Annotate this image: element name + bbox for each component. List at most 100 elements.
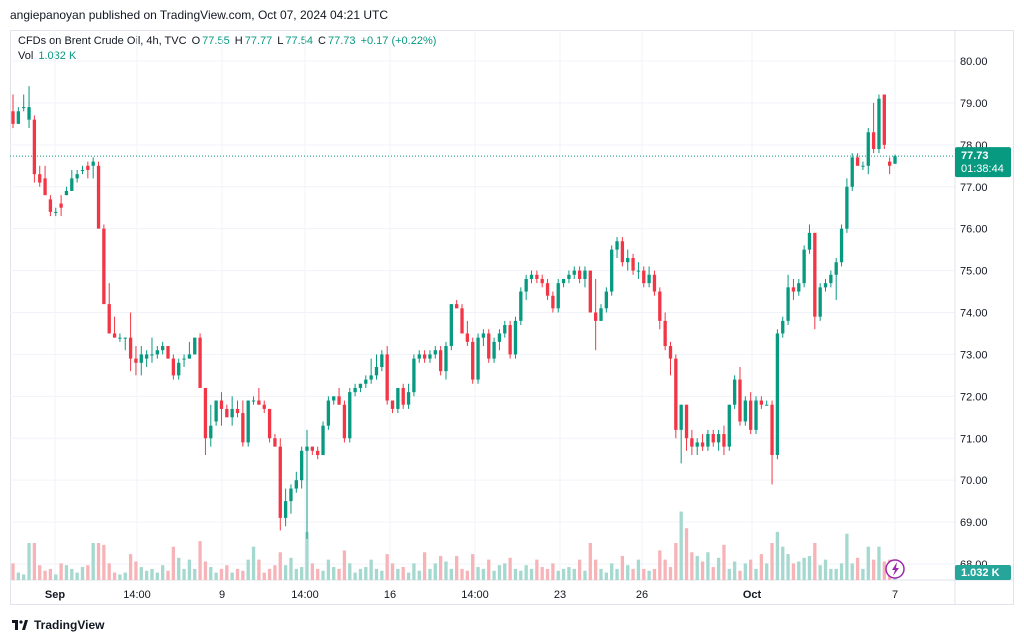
volume-bar — [358, 568, 363, 580]
volume-bar — [759, 554, 764, 580]
candle-body — [700, 442, 705, 447]
volume-bar — [182, 568, 186, 580]
volume-bar — [503, 563, 507, 580]
candle-body — [166, 346, 170, 359]
candle-body — [75, 174, 79, 179]
volume-bar — [652, 568, 657, 580]
volume-bar — [406, 572, 411, 580]
open-value: 77.55 — [202, 35, 230, 47]
volume-bar — [396, 568, 400, 580]
y-tick-label: 74.00 — [960, 308, 988, 320]
candle-body — [604, 291, 609, 309]
candle-body — [802, 249, 806, 284]
candle-body — [401, 387, 405, 405]
last-price-badge — [955, 147, 1011, 178]
volume-bar — [380, 570, 384, 580]
low-value: 77.54 — [285, 35, 313, 47]
volume-bar — [802, 557, 806, 580]
volume-badge — [955, 565, 1011, 580]
volume-bar — [722, 544, 726, 580]
candle-body — [273, 438, 277, 447]
candle-body — [182, 358, 186, 360]
candle-body — [770, 404, 774, 456]
volume-bar — [102, 544, 106, 580]
y-tick-label: 72.00 — [960, 391, 988, 403]
candle-body — [674, 358, 678, 430]
candle-body — [775, 333, 780, 456]
volume-bar — [273, 565, 277, 580]
candle-body — [471, 341, 475, 380]
candle-body — [615, 241, 619, 250]
volume-bar — [770, 543, 774, 580]
candle-body — [134, 358, 138, 363]
x-tick-label: Sep — [45, 589, 65, 601]
candle-body — [22, 107, 26, 109]
volume-bar — [16, 572, 21, 580]
volume-bar — [449, 568, 453, 580]
candle-body — [262, 404, 266, 409]
candle-body — [396, 387, 400, 409]
volume-bar — [850, 563, 854, 580]
volume-bar — [508, 557, 512, 580]
volume-badge-label: 1.032 K — [961, 567, 1000, 579]
volume-bar — [593, 559, 598, 580]
candle-body — [722, 434, 726, 447]
candle-body — [871, 132, 876, 150]
x-tick-label: 14:00 — [291, 589, 319, 601]
volume-bar — [866, 546, 870, 580]
candle-body — [102, 228, 106, 305]
candle-body — [893, 156, 897, 164]
candle-body — [299, 450, 304, 481]
candle-body — [551, 295, 555, 309]
countdown-label: 01:38:44 — [961, 163, 1004, 175]
volume-bar — [433, 563, 437, 580]
price-chart[interactable]: 80.0079.0078.0077.0076.0075.0074.0073.00… — [10, 30, 1014, 605]
volume-bar — [444, 561, 448, 580]
x-tick-label: Oct — [743, 589, 762, 601]
candle-body — [460, 308, 464, 334]
candle-body — [16, 111, 21, 124]
candle-body — [251, 400, 256, 402]
candle-body — [86, 165, 90, 170]
candle-body — [139, 354, 143, 363]
volume-bar — [679, 511, 683, 580]
volume-bar — [535, 559, 539, 580]
candle-body — [465, 333, 470, 342]
candle-body — [481, 333, 486, 338]
volume-bar — [369, 559, 373, 580]
volume-bar — [219, 568, 224, 580]
candle-body — [337, 396, 341, 405]
volume-bar — [738, 570, 742, 580]
candle-body — [668, 346, 673, 359]
volume-bar — [695, 555, 699, 580]
volume-bar — [631, 568, 635, 580]
candle-body — [385, 354, 389, 401]
volume-bar — [428, 568, 432, 580]
candle-body — [695, 442, 699, 447]
y-tick-label: 75.00 — [960, 266, 988, 278]
candle-body — [128, 337, 133, 359]
volume-bar — [385, 554, 389, 580]
candle-body — [690, 438, 694, 447]
volume-bar — [567, 567, 571, 580]
volume-bar — [658, 550, 662, 580]
volume-bar — [326, 559, 331, 580]
volume-bar — [513, 568, 518, 580]
candle-body — [791, 287, 796, 292]
volume-bar — [690, 552, 694, 580]
volume-bar — [257, 559, 261, 580]
volume-bar — [540, 567, 544, 580]
candle-body — [267, 408, 272, 439]
volume-bar — [235, 568, 240, 580]
candle-body — [198, 337, 202, 388]
volume-bar — [22, 574, 26, 580]
candle-body — [203, 387, 208, 439]
volume-bar — [209, 567, 213, 580]
candle-body — [781, 320, 785, 334]
candle-body — [732, 379, 737, 405]
volume-bar — [43, 570, 47, 580]
volume-bar — [551, 563, 555, 580]
candle-body — [610, 249, 614, 292]
lightning-bolt-glyph — [892, 562, 899, 576]
candle-body — [626, 258, 630, 263]
